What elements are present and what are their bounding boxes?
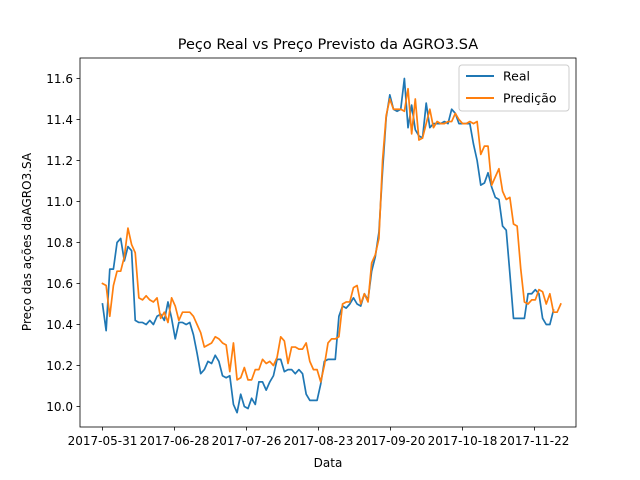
y-tick-label: 11.0 xyxy=(46,195,73,209)
x-axis: 2017-05-31 2017-06-28 2017-07-26 2017-08-23… xyxy=(68,427,570,448)
y-tick-label: 11.2 xyxy=(46,154,73,168)
y-tick-label: 11.6 xyxy=(46,72,73,86)
y-tick-label: 11.4 xyxy=(46,113,73,127)
x-tick-label: 2017-08-23 xyxy=(284,434,354,448)
series-line-predicao xyxy=(101,87,562,383)
x-axis-title: Data xyxy=(314,456,343,470)
y-axis-title: Preço das ações daAGRO3.SA xyxy=(20,152,34,331)
x-tick-label: 2017-05-31 xyxy=(68,434,138,448)
x-tick-label: 2017-10-18 xyxy=(428,434,498,448)
legend-label-predicao: Predição xyxy=(503,91,556,106)
legend: Real Predição xyxy=(458,64,570,112)
series-line-real xyxy=(101,77,555,414)
y-axis: 10.0 10.2 10.4 10.6 10.8 11.0 11.2 11.4 11.6 xyxy=(46,72,80,414)
x-tick-label: 2017-06-28 xyxy=(140,434,210,448)
x-tick-label: 2017-11-22 xyxy=(500,434,570,448)
plot-area xyxy=(80,58,576,427)
legend-label-real: Real xyxy=(503,69,530,84)
chart-title: Peço Real vs Preço Previsto da AGRO3.SA xyxy=(178,37,478,53)
y-tick-label: 10.8 xyxy=(46,236,73,250)
y-tick-label: 10.6 xyxy=(46,277,73,291)
y-tick-label: 10.2 xyxy=(46,359,73,373)
x-tick-label: 2017-07-26 xyxy=(212,434,282,448)
x-tick-label: 2017-09-20 xyxy=(356,434,426,448)
y-tick-label: 10.4 xyxy=(46,318,73,332)
y-tick-label: 10.0 xyxy=(46,400,73,414)
series-layer xyxy=(101,77,562,414)
